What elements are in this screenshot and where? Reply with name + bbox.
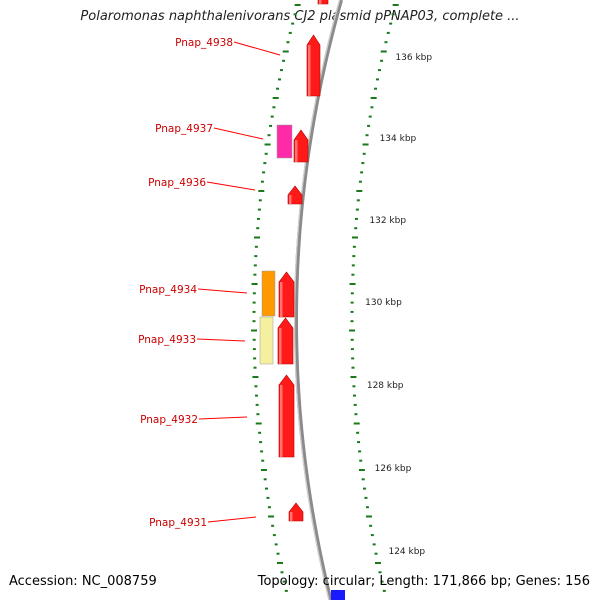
gene-box-orange xyxy=(261,270,276,317)
gene-box-blue xyxy=(331,590,345,600)
feature-track xyxy=(259,0,345,600)
gene-label-leader xyxy=(198,416,248,420)
ruler-label: 134 kbp xyxy=(380,134,417,144)
ruler-label: 130 kbp xyxy=(365,298,402,308)
gene-label: Pnap_4938 xyxy=(175,37,233,49)
arrow-shade xyxy=(308,45,311,96)
ruler-label: 124 kbp xyxy=(388,547,425,557)
ruler-label: 136 kbp xyxy=(395,53,432,63)
gene-label-leader xyxy=(206,181,256,191)
ruler-label: 126 kbp xyxy=(375,464,412,474)
gene-label: Pnap_4934 xyxy=(139,284,197,296)
arrow-shade xyxy=(319,0,322,4)
ruler-label: 128 kbp xyxy=(367,381,404,391)
arrow-shade xyxy=(280,282,283,317)
gene-label-leader xyxy=(213,127,264,140)
gene-label: Pnap_4932 xyxy=(140,414,198,426)
arrow-shade xyxy=(280,385,283,457)
ruler-label: 132 kbp xyxy=(369,216,406,226)
gene-label: Pnap_4936 xyxy=(148,177,206,189)
gene-arrow-pnap-4932 xyxy=(278,374,295,458)
accession-text: Accession: NC_008759 xyxy=(9,574,157,589)
arrow-shade xyxy=(279,328,282,364)
arrow-shade xyxy=(290,512,293,521)
arrow-shade xyxy=(289,195,292,204)
gene-label-leader xyxy=(197,288,248,294)
gene-label: Pnap_4937 xyxy=(155,123,213,135)
gene-label-leader xyxy=(207,516,257,523)
map-title: Polaromonas naphthalenivorans CJ2 plasmi… xyxy=(80,9,520,24)
backbone-track xyxy=(293,0,343,600)
gene-arrow-pnap-4933 xyxy=(277,317,294,365)
gene-box-yellow xyxy=(259,316,274,365)
outer-tick-track xyxy=(349,4,399,592)
kbp-ruler: 136 kbp 134 kbp 132 kbp 130 kbp 128 kbp 126 k… xyxy=(365,53,432,557)
backbone-line xyxy=(293,0,343,600)
gene-labels: Pnap_4938 Pnap_4937 Pnap_4936 Pnap_4934 Pnap… xyxy=(138,37,281,529)
topology-summary: Topology: circular; Length: 171,866 bp; … xyxy=(257,574,590,589)
gene-label-leader xyxy=(233,41,281,56)
gene-label: Pnap_4933 xyxy=(138,334,196,346)
gene-box-magenta xyxy=(276,124,293,159)
inner-tick-track xyxy=(251,4,301,592)
backbone-highlight xyxy=(293,0,341,600)
gene-label-leader xyxy=(196,338,246,342)
arrow-shade xyxy=(295,140,298,162)
gene-arrow-pnap-4934 xyxy=(278,271,295,318)
gene-label: Pnap_4931 xyxy=(149,517,207,529)
